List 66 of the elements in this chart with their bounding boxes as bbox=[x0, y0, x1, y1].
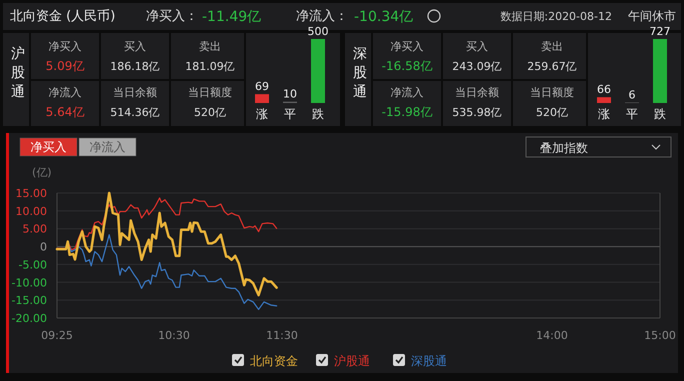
data-label: 66 bbox=[597, 83, 611, 96]
text: 243.09亿 bbox=[452, 60, 502, 73]
y-tick-label: 0 bbox=[40, 240, 47, 254]
text: 181.09亿 bbox=[185, 60, 235, 73]
text: 卖出 bbox=[199, 40, 221, 53]
text: 当日额度 bbox=[530, 86, 574, 99]
text: 5.09亿 bbox=[46, 59, 84, 73]
x-tick-label: 14:00 bbox=[536, 329, 568, 342]
data-label: 727 bbox=[650, 25, 670, 38]
text: 净流入 bbox=[48, 86, 82, 99]
text: 净买入 bbox=[48, 40, 82, 53]
text: 当日余额 bbox=[455, 86, 499, 99]
text: 净流入 bbox=[390, 86, 424, 99]
text: 叠加指数 bbox=[540, 141, 588, 155]
x-tick-label: 跌 bbox=[312, 107, 324, 121]
x-tick-label: 平 bbox=[284, 107, 296, 121]
text: 数据日期:2020-08-12 bbox=[500, 10, 612, 23]
text: 深股通 bbox=[353, 46, 367, 100]
text: 514.36亿 bbox=[110, 106, 160, 119]
text: 北向资金 bbox=[250, 354, 298, 368]
x-tick-label: 平 bbox=[626, 107, 638, 121]
text: 净买入 bbox=[30, 140, 66, 154]
text: -10.34亿 bbox=[354, 9, 414, 25]
x-tick-label: 10:30 bbox=[158, 329, 190, 342]
text: 5.64亿 bbox=[46, 105, 84, 119]
y-tick-label: -5.00 bbox=[18, 258, 47, 272]
y-tick-label: 15.00 bbox=[16, 187, 47, 200]
x-tick-label: 09:25 bbox=[41, 329, 73, 342]
x-tick-label: 涨 bbox=[256, 107, 268, 121]
text: 当日余额 bbox=[113, 86, 157, 99]
data-label: 69 bbox=[255, 80, 269, 94]
y-tick-label: -20.00 bbox=[12, 312, 47, 325]
data-label: 500 bbox=[308, 25, 328, 38]
text: 卖出 bbox=[541, 40, 563, 53]
text: 186.18亿 bbox=[110, 60, 160, 73]
text: -15.98亿 bbox=[382, 105, 432, 119]
text: 净流入 bbox=[90, 140, 126, 154]
y-tick-label: -15.00 bbox=[12, 294, 47, 308]
text: 净流入： bbox=[296, 8, 348, 24]
text: 535.98亿 bbox=[452, 106, 502, 119]
text: -11.49亿 bbox=[202, 9, 262, 25]
text: 当日额度 bbox=[188, 86, 232, 99]
x-tick-label: 15:00 bbox=[644, 329, 676, 342]
text: 午间休市 bbox=[628, 9, 676, 23]
y-tick-label: 10.00 bbox=[16, 204, 47, 218]
text: 259.67亿 bbox=[527, 60, 577, 73]
text: 买入 bbox=[466, 40, 488, 53]
y-axis-title: (亿) bbox=[32, 166, 52, 179]
text: 净买入 bbox=[390, 40, 424, 53]
y-tick-label: -10.00 bbox=[12, 276, 47, 290]
line-series bbox=[56, 192, 278, 296]
text: 北向资金 (人民币) bbox=[10, 9, 116, 24]
y-tick-label: 5.00 bbox=[22, 222, 47, 236]
text: 520亿 bbox=[194, 106, 226, 119]
text: 沪股通 bbox=[334, 354, 370, 368]
text: 买入 bbox=[124, 40, 146, 53]
text: 沪股通 bbox=[11, 46, 25, 100]
data-label: 6 bbox=[628, 88, 636, 102]
text: 520亿 bbox=[536, 106, 568, 119]
text: -16.58亿 bbox=[382, 59, 432, 73]
text: 深股通 bbox=[411, 354, 447, 368]
x-tick-label: 11:30 bbox=[266, 329, 298, 342]
x-tick-label: 跌 bbox=[654, 107, 666, 121]
data-label: 10 bbox=[283, 88, 297, 101]
x-tick-label: 涨 bbox=[598, 107, 610, 121]
text: 净买入： bbox=[146, 9, 198, 24]
